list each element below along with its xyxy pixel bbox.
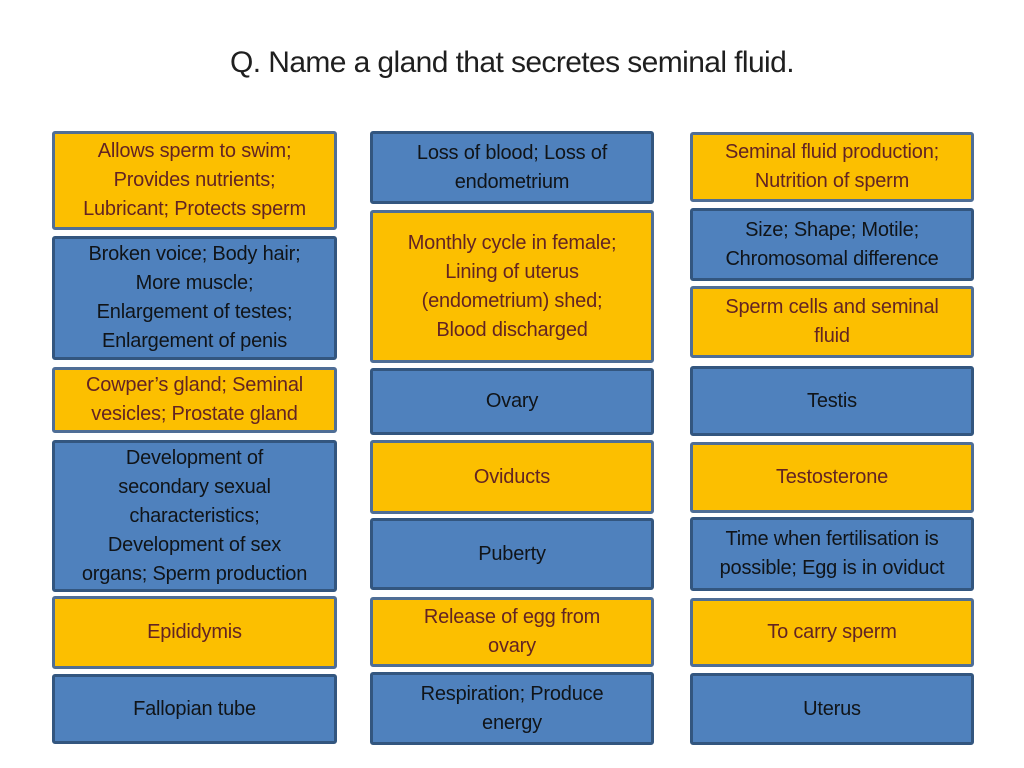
answer-card-c1-r2[interactable]: Broken voice; Body hair; More muscle; En…	[52, 236, 337, 360]
answer-card-c1-r1[interactable]: Allows sperm to swim; Provides nutrients…	[52, 131, 337, 230]
answer-card-c1-r5[interactable]: Epididymis	[52, 596, 337, 669]
answer-card-c3-r2[interactable]: Size; Shape; Motile; Chromosomal differe…	[690, 208, 974, 281]
answer-card-c3-r6[interactable]: Time when fertilisation is possible; Egg…	[690, 517, 974, 591]
answer-card-c2-r6[interactable]: Release of egg from ovary	[370, 597, 654, 667]
answer-card-c2-r7[interactable]: Respiration; Produce energy	[370, 672, 654, 745]
answer-card-c3-r3[interactable]: Sperm cells and seminal fluid	[690, 286, 974, 358]
answer-card-c2-r5[interactable]: Puberty	[370, 518, 654, 590]
answer-card-c3-r8[interactable]: Uterus	[690, 673, 974, 745]
answer-card-c3-r4[interactable]: Testis	[690, 366, 974, 436]
answer-card-c1-r6[interactable]: Fallopian tube	[52, 674, 337, 744]
answer-card-c2-r1[interactable]: Loss of blood; Loss of endometrium	[370, 131, 654, 204]
answer-card-c1-r4[interactable]: Development of secondary sexual characte…	[52, 440, 337, 592]
question-title: Q. Name a gland that secretes seminal fl…	[230, 46, 794, 79]
answer-card-c2-r2[interactable]: Monthly cycle in female; Lining of uteru…	[370, 210, 654, 363]
answer-card-c2-r3[interactable]: Ovary	[370, 368, 654, 435]
answer-card-c3-r1[interactable]: Seminal fluid production; Nutrition of s…	[690, 132, 974, 202]
answer-card-c3-r5[interactable]: Testosterone	[690, 442, 974, 513]
answer-card-c1-r3[interactable]: Cowper’s gland; Seminal vesicles; Prosta…	[52, 367, 337, 433]
answer-card-c2-r4[interactable]: Oviducts	[370, 440, 654, 514]
answer-card-c3-r7[interactable]: To carry sperm	[690, 598, 974, 667]
